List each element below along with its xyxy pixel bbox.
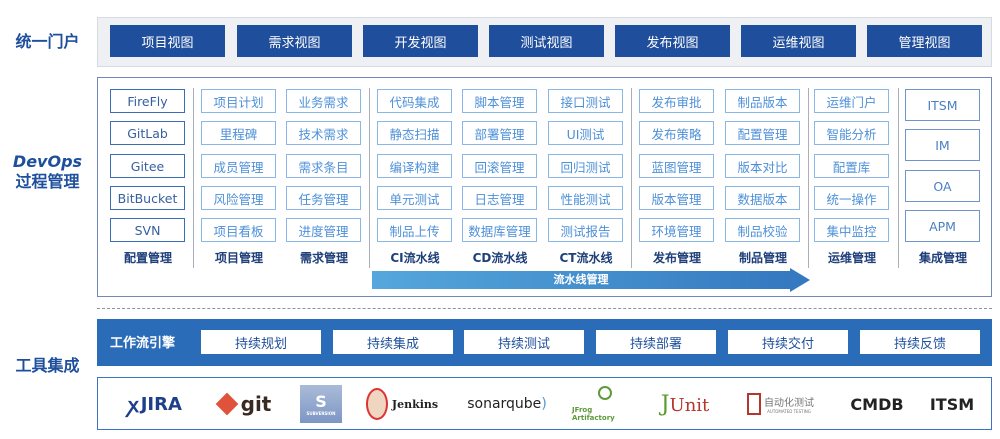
pipeline-arrow: 流水线管理 [372, 268, 810, 292]
module-item[interactable]: 脚本管理 [462, 89, 537, 113]
module-item[interactable]: 测试报告 [548, 218, 623, 242]
module-item[interactable]: 性能测试 [548, 186, 623, 210]
portal-view-button[interactable]: 开发视图 [363, 25, 478, 57]
module-item[interactable]: 配置管理 [725, 121, 800, 145]
workflow-item[interactable]: 持续规划 [201, 330, 321, 354]
module-item[interactable]: 技术需求 [286, 121, 361, 145]
module-item[interactable]: 蓝图管理 [639, 154, 714, 178]
module-item[interactable]: 发布策略 [639, 121, 714, 145]
module-item[interactable]: 部署管理 [462, 121, 537, 145]
module-item[interactable]: 成员管理 [201, 154, 276, 178]
module-item[interactable]: BitBucket [110, 186, 185, 210]
portal-view-button[interactable]: 发布视图 [615, 25, 730, 57]
portal-view-button[interactable]: 运维视图 [741, 25, 856, 57]
module-item[interactable]: GitLab [110, 121, 185, 145]
column-label: 配置管理 [123, 251, 172, 265]
module-item[interactable]: 项目计划 [201, 89, 276, 113]
column-label: 发布管理 [652, 251, 701, 265]
workflow-item[interactable]: 持续交付 [728, 330, 848, 354]
module-item[interactable]: 制品上传 [377, 218, 452, 242]
jenkins-logo: Jenkins [362, 385, 442, 423]
section-portal-label: 统一门户 [15, 32, 80, 51]
junit-logo: JUnit [652, 385, 718, 423]
workflow-item[interactable]: 持续集成 [333, 330, 453, 354]
module-item[interactable]: 代码集成 [377, 89, 452, 113]
workflow-label: 工作流引擎 [110, 336, 176, 351]
integration-item[interactable]: OA [905, 170, 980, 202]
module-item[interactable]: 日志管理 [462, 186, 537, 210]
devops-panel [97, 77, 992, 297]
module-item[interactable]: 接口测试 [548, 89, 623, 113]
module-item[interactable]: 环境管理 [639, 218, 714, 242]
module-item[interactable]: 配置库 [814, 154, 889, 178]
portal-view-button[interactable]: 项目视图 [110, 25, 225, 57]
column-label: CT流水线 [559, 251, 613, 265]
integration-item[interactable]: IM [905, 129, 980, 161]
tools-panel [97, 377, 992, 430]
module-item[interactable]: 制品校验 [725, 218, 800, 242]
module-item[interactable]: 智能分析 [814, 121, 889, 145]
itsm-logo: ITSM [929, 394, 975, 414]
module-item[interactable]: 版本对比 [725, 154, 800, 178]
module-item[interactable]: 版本管理 [639, 186, 714, 210]
module-item[interactable]: Gitee [110, 154, 185, 178]
portal-view-button[interactable]: 管理视图 [867, 25, 982, 57]
module-item[interactable]: 集中监控 [814, 218, 889, 242]
column-label: 集成管理 [918, 251, 967, 265]
module-item[interactable]: 风险管理 [201, 186, 276, 210]
integration-item[interactable]: ITSM [905, 89, 980, 121]
module-item[interactable]: 回归测试 [548, 154, 623, 178]
portal-view-button[interactable]: 测试视图 [489, 25, 604, 57]
column-divider [898, 88, 899, 268]
column-divider [808, 88, 809, 268]
automated-testing-logo: 自动化测试 AUTOMATED TESTING [738, 385, 823, 423]
module-item[interactable]: 数据版本 [725, 186, 800, 210]
integration-item[interactable]: APM [905, 210, 980, 242]
module-item[interactable]: SVN [110, 218, 185, 242]
module-item[interactable]: 进度管理 [286, 218, 361, 242]
devops-label-line1: DevOps [12, 152, 83, 171]
column-divider [631, 88, 632, 268]
column-label: CI流水线 [390, 251, 440, 265]
module-item[interactable]: 里程碑 [201, 121, 276, 145]
module-item[interactable]: 运维门户 [814, 89, 889, 113]
workflow-item[interactable]: 持续测试 [464, 330, 584, 354]
module-item[interactable]: 制品版本 [725, 89, 800, 113]
module-item[interactable]: 项目看板 [201, 218, 276, 242]
module-item[interactable]: 统一操作 [814, 186, 889, 210]
column-label: 需求管理 [299, 251, 348, 265]
subversion-logo: S SUBVERSION [300, 385, 342, 423]
module-item[interactable]: 需求条目 [286, 154, 361, 178]
column-divider [193, 88, 194, 268]
column-label: 运维管理 [827, 251, 876, 265]
divider [97, 308, 992, 309]
pipeline-arrow-label: 流水线管理 [553, 273, 609, 286]
section-tools-label: 工具集成 [15, 356, 80, 375]
column-divider [369, 88, 370, 268]
workflow-item[interactable]: 持续反馈 [860, 330, 980, 354]
module-item[interactable]: 静态扫描 [377, 121, 452, 145]
devops-label-line2: 过程管理 [15, 172, 80, 191]
jfrog-artifactory-logo: JFrog Artifactory [572, 385, 637, 423]
module-item[interactable]: 数据库管理 [462, 218, 537, 242]
module-item[interactable]: 业务需求 [286, 89, 361, 113]
workflow-item[interactable]: 持续部署 [596, 330, 716, 354]
module-item[interactable]: 单元测试 [377, 186, 452, 210]
cmdb-logo: CMDB [850, 394, 904, 414]
git-logo: git [215, 385, 275, 423]
junit-logo-text: JUnit [660, 391, 710, 417]
section-devops-label: DevOps 过程管理 [0, 152, 95, 192]
module-item[interactable]: 发布审批 [639, 89, 714, 113]
module-item[interactable]: FireFly [110, 89, 185, 113]
sonarqube-logo: sonarqube) [467, 396, 547, 412]
portal-view-button[interactable]: 需求视图 [237, 25, 352, 57]
module-item[interactable]: 任务管理 [286, 186, 361, 210]
module-item[interactable]: 回滚管理 [462, 154, 537, 178]
jira-logo: ꭗ JIRA [128, 392, 182, 417]
module-item[interactable]: UI测试 [548, 121, 623, 145]
column-label: CD流水线 [472, 251, 528, 265]
column-label: 制品管理 [738, 251, 787, 265]
module-item[interactable]: 编译构建 [377, 154, 452, 178]
column-label: 项目管理 [214, 251, 263, 265]
